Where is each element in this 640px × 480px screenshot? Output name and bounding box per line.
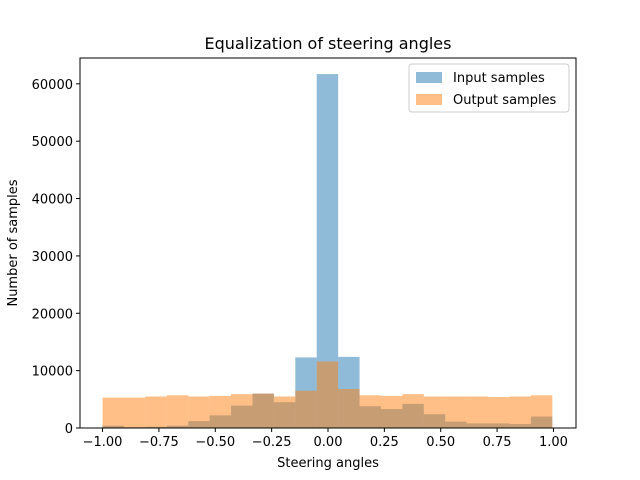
bar-series-2-bin-13: [359, 395, 381, 428]
bar-series-2-bin-20: [509, 396, 531, 428]
bar-series-2-bin-1: [102, 397, 124, 428]
bar-series-2-bin-8: [252, 393, 274, 428]
bar-series-2-bin-2: [123, 397, 146, 428]
y-axis-label: Number of samples: [6, 179, 21, 306]
x-tick-label: 0.75: [483, 435, 512, 450]
x-axis-label: Steering angles: [277, 456, 379, 471]
bar-series-2-bin-10: [295, 390, 317, 428]
y-tick-label: 30000: [32, 250, 73, 265]
bar-series-1-bin-11: [316, 74, 339, 428]
bar-series-2-bin-16: [423, 396, 446, 428]
plot-area: [102, 74, 553, 428]
x-tick-label: 0.50: [426, 435, 455, 450]
legend-label-2: Output samples: [453, 93, 557, 108]
legend-box: [408, 63, 570, 113]
y-tick-label: 0: [65, 422, 73, 437]
bar-series-2-bin-15: [402, 394, 424, 428]
y-tick-label: 40000: [32, 193, 73, 208]
x-tick-label: −0.75: [139, 435, 179, 450]
x-tick-label: −0.50: [195, 435, 235, 450]
bar-series-2-bin-12: [338, 388, 360, 428]
bar-series-2-bin-3: [145, 396, 167, 428]
bar-series-2-bin-7: [231, 394, 253, 428]
legend-swatch-1: [416, 72, 442, 83]
y-axis: 0 10000 20000 30000 40000 50000 60000: [32, 78, 80, 437]
x-tick-label: 0.25: [370, 435, 399, 450]
bar-series-2-bin-9: [273, 396, 296, 428]
bar-series-2-bin-4: [166, 395, 189, 428]
legend: Input samples Output samples: [408, 63, 570, 113]
bar-series-2-bin-6: [209, 395, 232, 428]
x-tick-label: 0.00: [314, 435, 343, 450]
bar-series-2-bin-18: [466, 396, 489, 428]
legend-swatch-2: [416, 94, 442, 105]
legend-label-1: Input samples: [453, 71, 545, 86]
x-tick-label: −0.25: [252, 435, 292, 450]
y-tick-label: 10000: [32, 365, 73, 380]
x-tick-label: 1.00: [539, 435, 568, 450]
bar-series-2-bin-14: [380, 395, 403, 428]
y-tick-label: 60000: [32, 78, 73, 93]
bar-series-2-bin-17: [445, 396, 467, 428]
x-tick-label: −1.00: [83, 435, 123, 450]
y-tick-label: 50000: [32, 135, 73, 150]
chart-title: Equalization of steering angles: [205, 34, 452, 53]
bar-series-2-bin-5: [188, 396, 210, 428]
y-tick-label: 20000: [32, 307, 73, 322]
bar-series-2-bin-21: [530, 395, 553, 428]
bar-series-2-bin-19: [488, 397, 510, 428]
bar-series-2-bin-11: [316, 361, 339, 428]
axes-frame: [79, 57, 577, 429]
x-axis: −1.00 −0.75 −0.50 −0.25 0.00 0.25 0.50 0.75 1.00: [83, 428, 568, 450]
